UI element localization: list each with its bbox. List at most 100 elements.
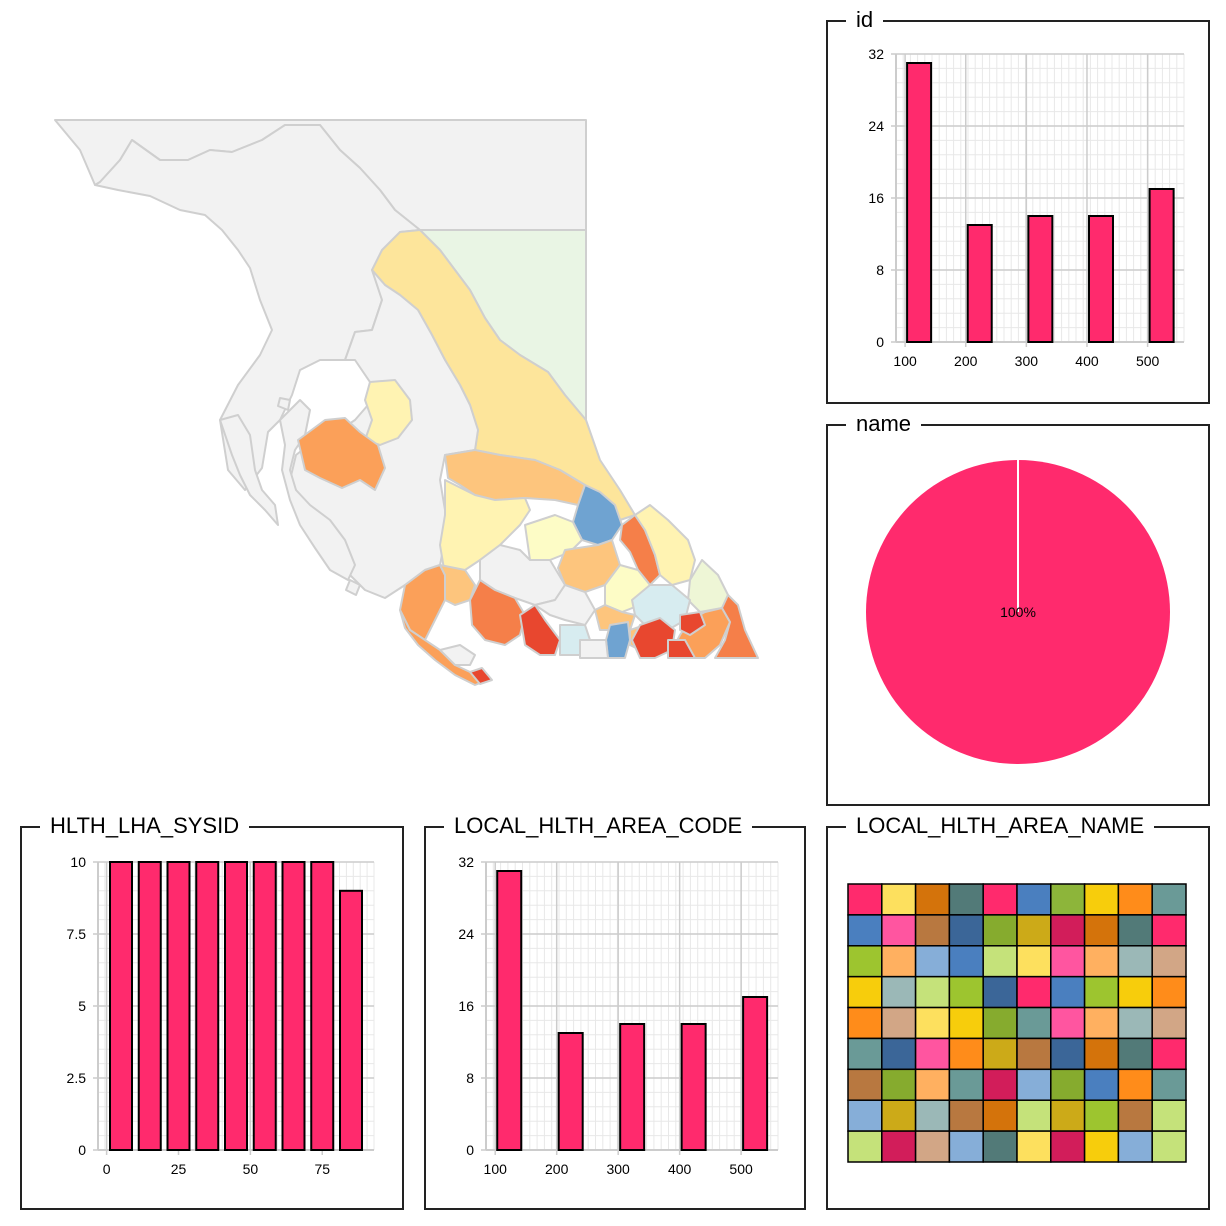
- treemap-cell: [1016, 1130, 1052, 1163]
- y-tick-label: 16: [458, 998, 474, 1014]
- treemap-cell: [948, 914, 984, 947]
- treemap-cell: [1050, 1037, 1086, 1071]
- x-tick-label: 400: [668, 1161, 692, 1177]
- treemap-cell: [914, 883, 951, 916]
- panel-title: LOCAL_HLTH_AREA_NAME: [846, 813, 1155, 839]
- treemap-cell: [1016, 1068, 1052, 1101]
- treemap-cell: [982, 945, 1018, 978]
- y-tick-label: 24: [868, 118, 884, 134]
- treemap-cell: [1083, 1068, 1120, 1101]
- bar: [966, 224, 993, 343]
- y-tick-label: 32: [868, 46, 884, 62]
- x-tick-label: 25: [171, 1161, 187, 1177]
- map-region: [297, 417, 386, 491]
- treemap-cell: [1151, 1099, 1187, 1132]
- treemap-cell: [948, 1006, 984, 1040]
- name-chart-panel: name 100%: [826, 411, 1210, 806]
- bar: [1027, 215, 1054, 343]
- bar: [339, 889, 363, 1152]
- treemap-cell: [1016, 1099, 1052, 1132]
- sysid-bar-chart: 0 25 50 75 0 2.5 5 7.5 10: [67, 854, 375, 1177]
- treemap-cell: [881, 1006, 917, 1040]
- map-region: [679, 611, 706, 636]
- treemap-cell: [881, 975, 917, 1009]
- map-region: [345, 579, 361, 596]
- treemap-cell: [1117, 1037, 1153, 1071]
- treemap-cell: [881, 1037, 917, 1071]
- treemap-cell: [1151, 1130, 1187, 1163]
- treemap-cell: [1117, 975, 1153, 1009]
- treemap-cell: [1050, 914, 1086, 947]
- code-bar-chart: 100 200 300 400 500 0 8 16 24 32: [458, 854, 779, 1177]
- choropleth-map: [54, 119, 759, 686]
- bar: [496, 870, 523, 1151]
- treemap-cell: [914, 1099, 951, 1132]
- treemap-cell: [1151, 883, 1187, 916]
- treemap-cell: [1083, 914, 1120, 947]
- y-tick-label: 8: [466, 1070, 474, 1086]
- bar: [1148, 188, 1175, 343]
- treemap-cell: [1117, 1099, 1153, 1132]
- treemap-cell: [1083, 975, 1120, 1009]
- treemap-cell: [1083, 1099, 1120, 1132]
- x-tick-label: 75: [314, 1161, 330, 1177]
- x-tick-label: 0: [103, 1161, 111, 1177]
- x-tick-label: 400: [1075, 353, 1099, 369]
- y-tick-label: 10: [70, 854, 86, 870]
- treemap-cell: [847, 975, 883, 1009]
- bar: [680, 1023, 707, 1151]
- treemap-cell: [948, 1068, 984, 1101]
- treemap-cell: [1050, 1130, 1086, 1163]
- panel-title: id: [846, 7, 884, 33]
- id-bar-chart: 100 200 300 400 500 0 8 16 24 32: [868, 46, 1185, 369]
- map-region: [579, 639, 609, 659]
- treemap-cell: [1016, 975, 1052, 1009]
- treemap-cell: [948, 1130, 984, 1163]
- id-chart-panel: id 100 200 300 400 500 0 8 16 24 32: [826, 7, 1210, 404]
- bar: [137, 861, 162, 1151]
- treemap-cell: [982, 1037, 1018, 1071]
- bar: [224, 861, 248, 1151]
- treemap-cell: [1016, 914, 1052, 947]
- treemap-cell: [1083, 945, 1120, 978]
- treemap-cell: [948, 883, 984, 916]
- y-tick-label: 16: [868, 190, 884, 206]
- treemap-cell: [847, 1099, 883, 1132]
- bar: [742, 996, 769, 1151]
- bar: [310, 861, 335, 1151]
- treemap-cell: [1050, 975, 1086, 1009]
- treemap-cell: [847, 945, 883, 978]
- pie-label: 100%: [1000, 604, 1036, 620]
- bar: [109, 861, 133, 1151]
- y-tick-label: 0: [466, 1142, 474, 1158]
- treemap-cell: [948, 945, 984, 978]
- treemap-cell: [914, 914, 951, 947]
- map-region: [714, 594, 759, 659]
- x-tick-label: 50: [243, 1161, 259, 1177]
- code-chart-panel: LOCAL_HLTH_AREA_CODE 100 200 300 400 500 0 8 16…: [424, 813, 806, 1210]
- bar: [619, 1023, 646, 1151]
- treemap-cell: [1117, 914, 1153, 947]
- area-name-treemap: [847, 883, 1187, 1163]
- treemap-cell: [1117, 1130, 1153, 1163]
- map-region: [439, 644, 476, 666]
- map-regions: [54, 119, 759, 686]
- map-region: [277, 397, 291, 411]
- map-region: [667, 639, 696, 659]
- x-tick-label: 100: [893, 353, 917, 369]
- panel-title: LOCAL_HLTH_AREA_CODE: [444, 813, 753, 839]
- treemap-cell: [1050, 945, 1086, 978]
- y-tick-label: 5: [78, 998, 86, 1014]
- panel-title: name: [846, 411, 922, 437]
- map-region: [364, 379, 413, 446]
- treemap-cell: [1050, 1006, 1086, 1040]
- treemap-cell: [1151, 1037, 1187, 1071]
- x-tick-label: 300: [606, 1161, 630, 1177]
- treemap-cell: [948, 1037, 984, 1071]
- map-region: [469, 667, 493, 685]
- bar: [166, 861, 191, 1151]
- map-region: [605, 621, 631, 659]
- bar: [252, 861, 277, 1151]
- treemap-cell: [914, 975, 951, 1009]
- treemap-cell: [847, 914, 883, 947]
